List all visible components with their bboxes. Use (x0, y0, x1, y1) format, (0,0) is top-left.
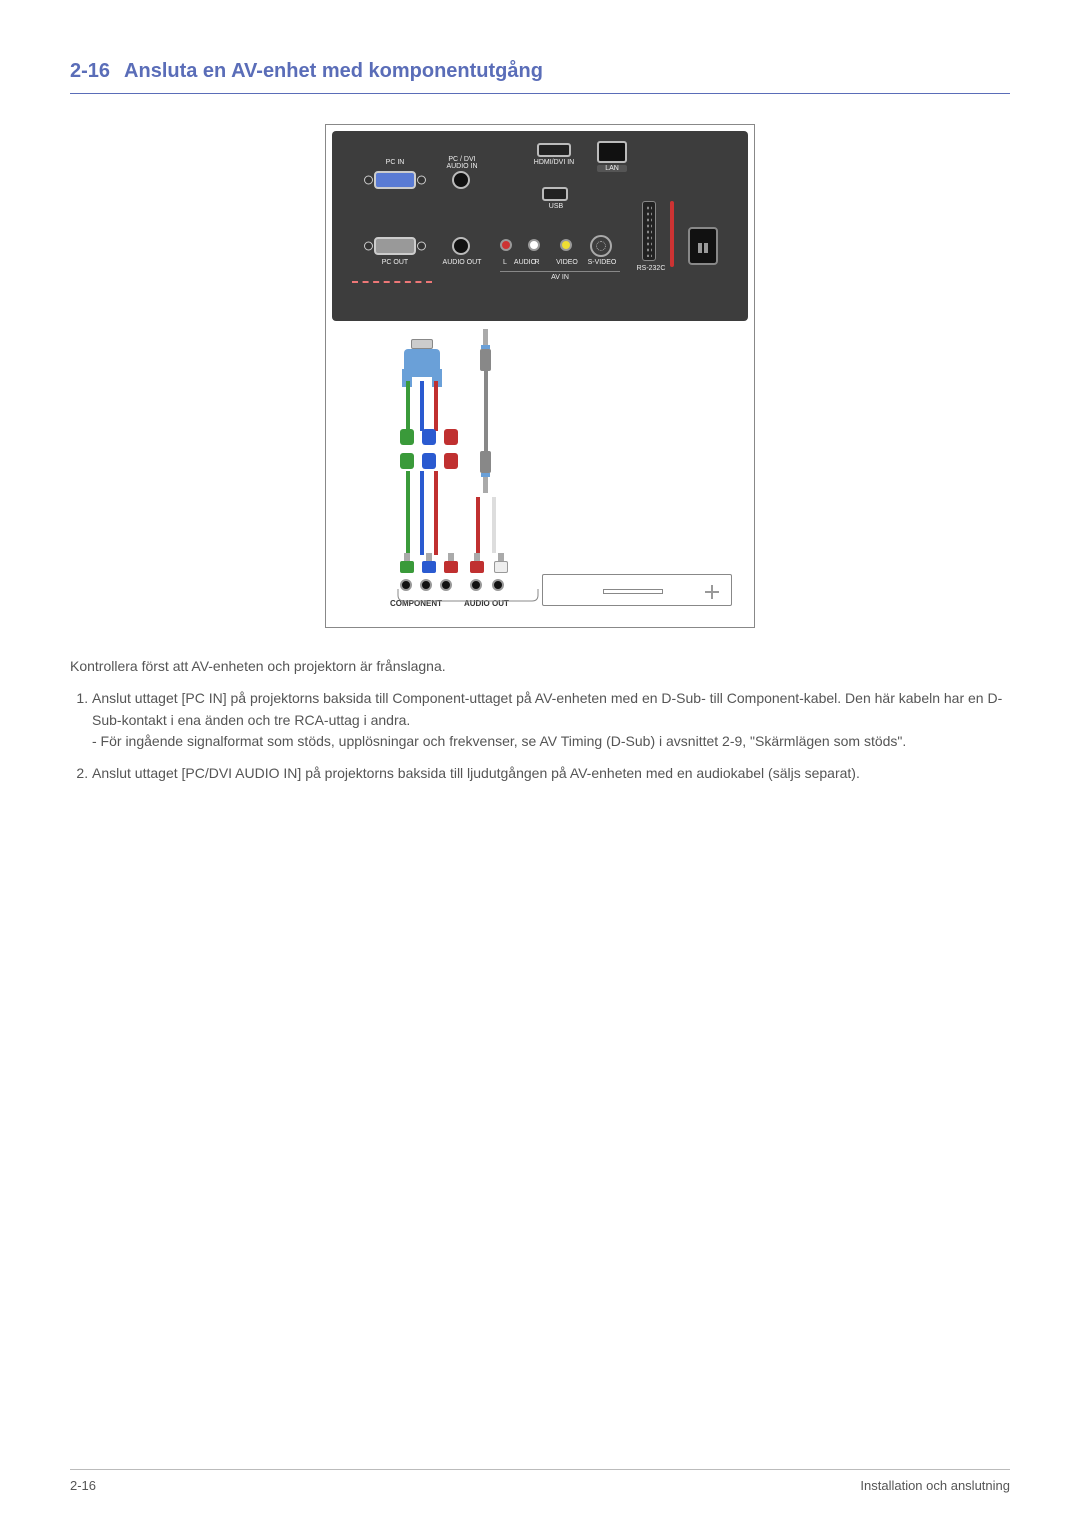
audio-l-port (500, 239, 512, 251)
projector-rear-panel: PC IN PC / DVI AUDIO IN HDMI/DVI IN LAN … (332, 131, 748, 321)
intro-text: Kontrollera först att AV-enheten och pro… (70, 658, 1010, 674)
section-title: Ansluta en AV-enhet med komponentutgång (124, 60, 543, 82)
footer-right: Installation och anslutning (860, 1478, 1010, 1493)
page-footer: 2-16 Installation och anslutning (70, 1469, 1010, 1493)
hdmi-port (537, 143, 571, 157)
video-port (560, 239, 572, 251)
pc-out-label: PC OUT (374, 259, 416, 266)
instruction-list: Anslut uttaget [PC IN] på projektorns ba… (70, 688, 1010, 785)
power-inlet (688, 227, 718, 265)
pc-out-port (374, 237, 416, 255)
pc-in-highlight (352, 281, 432, 283)
audio-out-label: AUDIO OUT (440, 259, 484, 266)
indicator-led (670, 201, 674, 267)
pc-in-port (374, 171, 416, 189)
pc-dvi-audio-in-port (452, 171, 470, 189)
wire-green-2 (406, 471, 410, 555)
section-heading: 2-16 Ansluta en AV-enhet med komponentutg… (70, 60, 1010, 94)
step-1: Anslut uttaget [PC IN] på projektorns ba… (92, 688, 1010, 753)
usb-label: USB (538, 203, 574, 210)
mid-rca-row-bottom (400, 453, 458, 469)
audio-wire-red (476, 497, 480, 553)
pc-dvi-audio-in-label: PC / DVI AUDIO IN (442, 156, 482, 170)
mid-rca-row-top (400, 429, 458, 445)
audio-r-port (528, 239, 540, 251)
video-label: VIDEO (552, 259, 582, 266)
lan-label: LAN (597, 165, 627, 172)
connection-diagram: PC IN PC / DVI AUDIO IN HDMI/DVI IN LAN … (325, 124, 755, 628)
audio-wire-white (492, 497, 496, 553)
wire-red-1 (434, 381, 438, 431)
rs232c-port (642, 201, 656, 261)
audio-rca-plugs (470, 553, 508, 573)
step-2: Anslut uttaget [PC/DVI AUDIO IN] på proj… (92, 763, 1010, 785)
s-video-port (590, 235, 612, 257)
wire-red-2 (434, 471, 438, 555)
audio-plug-top (480, 329, 491, 371)
wire-blue-1 (420, 381, 424, 431)
lan-port (597, 141, 627, 163)
s-video-label: S-VIDEO (586, 259, 618, 266)
bracket-icon (394, 589, 544, 615)
audio-out-port (452, 237, 470, 255)
device-button-icon (705, 585, 719, 599)
wire-blue-2 (420, 471, 424, 555)
step-1-text: Anslut uttaget [PC IN] på projektorns ba… (92, 690, 1002, 749)
av-device (542, 574, 732, 606)
rs232c-label: RS-232C (636, 265, 666, 272)
dsub-connector (404, 339, 440, 377)
audio-plug-mid-1 (480, 451, 491, 493)
pc-in-label: PC IN (374, 159, 416, 166)
disc-slot-icon (603, 589, 663, 594)
av-in-label: AV IN (500, 271, 620, 281)
component-rca-plugs (400, 553, 458, 573)
section-number: 2-16 (70, 60, 110, 82)
cable-diagram: COMPONENT AUDIO OUT (332, 321, 748, 621)
usb-port (542, 187, 568, 201)
audio-wire-1 (484, 371, 488, 451)
wire-green-1 (406, 381, 410, 431)
footer-left: 2-16 (70, 1478, 96, 1493)
audio-r-label: R (530, 259, 544, 266)
hdmi-label: HDMI/DVI IN (532, 159, 576, 166)
step-2-text: Anslut uttaget [PC/DVI AUDIO IN] på proj… (92, 765, 860, 781)
